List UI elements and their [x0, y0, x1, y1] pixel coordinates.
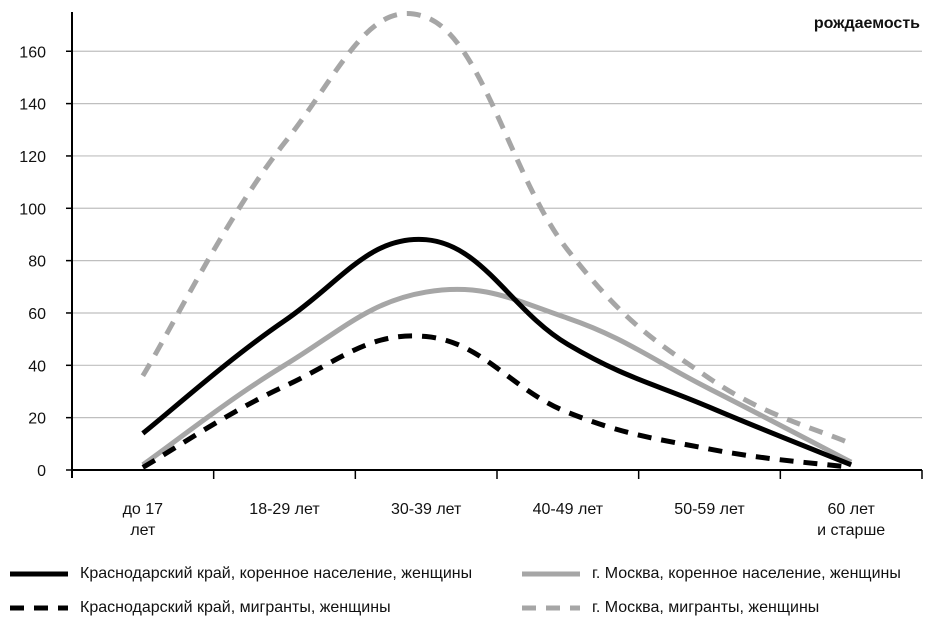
legend-item: Краснодарский край, коренное население, …: [10, 559, 472, 589]
legend-label: Краснодарский край, коренное население, …: [80, 565, 473, 582]
x-axis-ticks: до 17 лет 18-29 лет 30-39 лет 40-49 лет 50-59…: [123, 470, 923, 539]
y-tick-label: 80: [28, 254, 46, 271]
legend-item: Краснодарский край, мигранты, женщины: [10, 593, 391, 623]
legend-swatch: [522, 571, 580, 577]
line-chart: 0 20 40 60 80 100 120 140 160 до 17 лет 18-29 лет 3…: [19, 11, 923, 539]
x-tick-label: до 17 лет: [123, 501, 164, 539]
legend: Краснодарский край, коренное население, …: [0, 556, 925, 622]
legend-item: г. Москва, коренное население, женщины: [522, 559, 901, 589]
legend-label: Краснодарский край, мигранты, женщины: [80, 599, 391, 616]
legend-item: г. Москва, мигранты, женщины: [522, 593, 819, 623]
legend-swatch: [522, 605, 580, 611]
legend-label: г. Москва, коренное население, женщины: [592, 565, 901, 582]
legend-swatch: [10, 605, 68, 611]
y-tick-label: 120: [19, 149, 46, 166]
series-lines: [140, 11, 853, 470]
y-axis-ticks: 0 20 40 60 80 100 120 140 160: [19, 44, 72, 480]
x-tick-label: 30-39 лет: [391, 501, 462, 518]
x-tick-label: 50-59 лет: [674, 501, 745, 518]
x-tick-label: 60 лет и старше: [817, 501, 885, 539]
legend-swatch: [10, 571, 68, 577]
y-tick-label: 140: [19, 97, 46, 114]
legend-label: г. Москва, мигранты, женщины: [592, 599, 820, 616]
series-line: [141, 286, 853, 467]
y-tick-label: 20: [28, 411, 46, 428]
gridlines: [72, 50, 922, 419]
y-tick-label: 60: [28, 306, 46, 323]
series-line: [141, 236, 853, 468]
series-line: [141, 333, 852, 470]
y-tick-label: 40: [28, 358, 46, 375]
series-line: [140, 11, 853, 447]
x-tick-label: 18-29 лет: [249, 501, 320, 518]
y-tick-label: 0: [37, 463, 46, 480]
y-tick-label: 100: [19, 201, 46, 218]
x-tick-label: 40-49 лет: [533, 501, 604, 518]
y-axis-label: рождаемость: [814, 15, 920, 32]
y-tick-label: 160: [19, 44, 46, 61]
